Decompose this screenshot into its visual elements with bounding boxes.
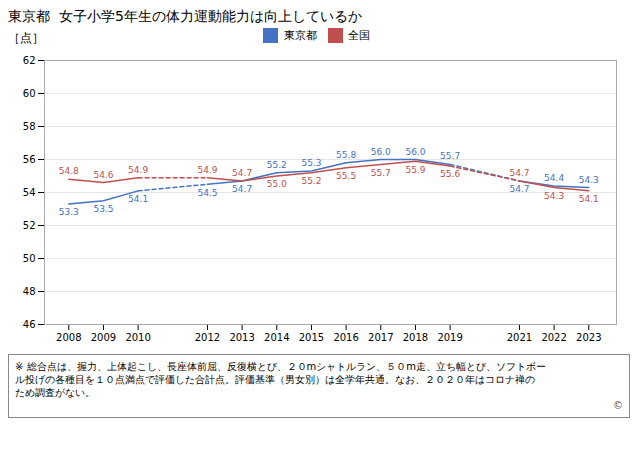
- svg-text:60: 60: [23, 88, 36, 99]
- html-text:［点］: ［点］: [8, 30, 44, 45]
- svg-text:2009: 2009: [91, 332, 116, 343]
- svg-text:55.5: 55.5: [336, 171, 356, 181]
- svg-text:56.0: 56.0: [371, 147, 391, 157]
- svg-text:55.0: 55.0: [267, 179, 287, 189]
- svg-text:55.6: 55.6: [440, 169, 460, 179]
- svg-text:54.7: 54.7: [509, 184, 529, 194]
- svg-text:62: 62: [23, 55, 36, 66]
- svg-text:56: 56: [23, 154, 36, 165]
- svg-text:54.9: 54.9: [197, 165, 217, 175]
- svg-text:2023: 2023: [576, 332, 601, 343]
- svg-text:54.5: 54.5: [197, 188, 217, 198]
- svg-text:55.7: 55.7: [371, 168, 391, 178]
- svg-text:54.6: 54.6: [93, 170, 113, 180]
- html-text:東京都: 東京都: [283, 28, 317, 42]
- svg-text:54.1: 54.1: [128, 194, 148, 204]
- svg-text:55.8: 55.8: [336, 150, 356, 160]
- svg-text:2013: 2013: [229, 332, 254, 343]
- svg-text:2016: 2016: [333, 332, 358, 343]
- svg-text:2021: 2021: [507, 332, 532, 343]
- svg-text:2017: 2017: [368, 332, 393, 343]
- svg-text:2015: 2015: [299, 332, 324, 343]
- svg-text:2018: 2018: [403, 332, 428, 343]
- html-text:東京都 女子小学5年生の体力運動能力は向上しているか: 東京都 女子小学5年生の体力運動能力は向上しているか: [8, 8, 362, 24]
- svg-text:48: 48: [23, 286, 36, 297]
- svg-text:2014: 2014: [264, 332, 289, 343]
- html-text:ル投げの各種目を１０点満点で評価した合計点。評価基準（男女別: ル投げの各種目を１０点満点で評価した合計点。評価基準（男女別）は全学年共通。なお…: [15, 374, 535, 385]
- svg-text:2012: 2012: [195, 332, 220, 343]
- svg-text:46: 46: [23, 319, 36, 330]
- svg-text:54.3: 54.3: [579, 175, 599, 185]
- svg-text:50: 50: [23, 253, 36, 264]
- svg-text:54.4: 54.4: [544, 173, 564, 183]
- svg-text:2019: 2019: [437, 332, 462, 343]
- svg-text:55.9: 55.9: [405, 165, 425, 175]
- svg-text:55.2: 55.2: [301, 176, 321, 186]
- html-text:ため調査がない。: ため調査がない。: [15, 387, 95, 398]
- html-text:※ 総合点は、握力、上体起こし、長座体前屈、反復横とび、２０: ※ 総合点は、握力、上体起こし、長座体前屈、反復横とび、２０mシャトルラン、５０…: [15, 361, 546, 372]
- svg-text:54.7: 54.7: [509, 168, 529, 178]
- html-text:全国: 全国: [348, 28, 370, 42]
- svg-text:2010: 2010: [125, 332, 150, 343]
- svg-text:55.3: 55.3: [301, 158, 321, 168]
- svg-text:54.3: 54.3: [544, 191, 564, 201]
- svg-text:54.8: 54.8: [59, 166, 79, 176]
- svg-text:56.0: 56.0: [405, 147, 425, 157]
- svg-text:54.1: 54.1: [579, 194, 599, 204]
- svg-text:58: 58: [23, 121, 36, 132]
- svg-text:53.5: 53.5: [93, 204, 113, 214]
- svg-text:55.7: 55.7: [440, 151, 460, 161]
- svg-text:54.7: 54.7: [232, 168, 252, 178]
- svg-text:52: 52: [23, 220, 36, 231]
- svg-text:55.2: 55.2: [267, 160, 287, 170]
- svg-text:2008: 2008: [56, 332, 81, 343]
- svg-text:54.9: 54.9: [128, 165, 148, 175]
- svg-text:54.7: 54.7: [232, 184, 252, 194]
- svg-text:2022: 2022: [541, 332, 566, 343]
- svg-text:53.3: 53.3: [59, 207, 79, 217]
- svg-text:54: 54: [23, 187, 36, 198]
